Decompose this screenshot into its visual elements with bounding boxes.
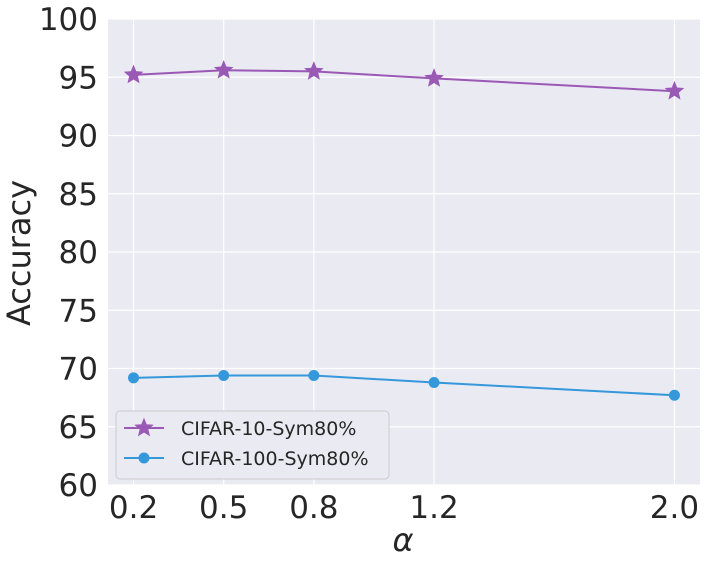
y-tick-label: 70 (59, 352, 98, 388)
y-tick-label: 65 (59, 410, 98, 446)
data-point (664, 80, 685, 100)
legend-marker (138, 452, 150, 464)
legend-item: CIFAR-10-Sym80% (124, 417, 356, 440)
x-tick-label: 2.0 (650, 490, 699, 526)
y-tick-label: 85 (59, 177, 98, 213)
y-tick-label: 90 (59, 119, 98, 155)
y-tick-label: 80 (59, 235, 98, 271)
data-point (308, 369, 320, 381)
x-axis-title: α (392, 521, 413, 559)
y-axis-ticks: 60 65 70 75 80 85 90 95 100 (39, 2, 98, 504)
y-tick-label: 95 (59, 60, 98, 96)
data-point (424, 68, 444, 87)
grid-lines (108, 18, 700, 486)
data-point (123, 64, 144, 84)
y-axis-title: Accuracy (0, 180, 38, 326)
y-tick-label: 75 (59, 293, 98, 329)
series-layer (123, 59, 685, 401)
legend-label: CIFAR-100-Sym80% (181, 448, 369, 470)
x-tick-label: 1.2 (409, 490, 458, 526)
legend-label: CIFAR-10-Sym80% (181, 418, 356, 440)
data-point (428, 376, 440, 388)
series-2 (128, 369, 680, 401)
data-point (304, 61, 324, 80)
data-point (668, 389, 680, 401)
legend-marker (134, 417, 154, 437)
x-tick-label: 0.8 (289, 490, 338, 526)
series-1 (123, 59, 685, 100)
y-tick-label: 60 (59, 468, 98, 504)
legend: CIFAR-10-Sym80% CIFAR-100-Sym80% (115, 410, 390, 480)
x-tick-label: 0.2 (109, 490, 158, 526)
data-point (128, 372, 140, 384)
data-point (213, 59, 234, 79)
x-tick-label: 0.5 (199, 490, 248, 526)
y-tick-label: 100 (39, 2, 98, 38)
legend-box (115, 410, 390, 480)
x-axis-ticks: 0.2 0.5 0.8 1.2 2.0 (109, 490, 699, 526)
legend-item: CIFAR-100-Sym80% (124, 448, 369, 470)
data-point (218, 369, 230, 381)
